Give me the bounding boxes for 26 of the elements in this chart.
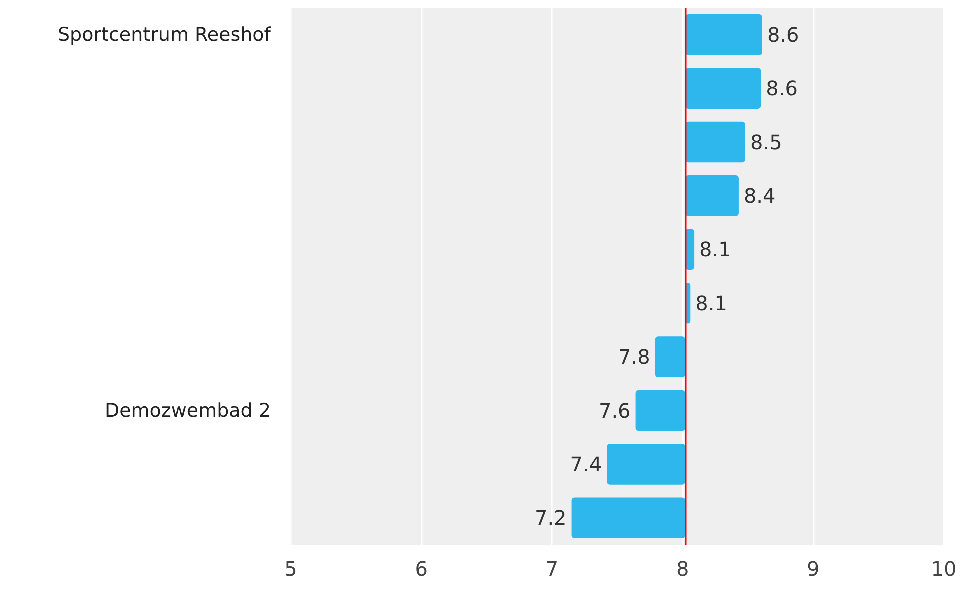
bar: [685, 176, 739, 216]
data-label: 8.6: [767, 22, 800, 47]
x-tick-label: 7: [546, 557, 559, 581]
bar: [655, 336, 686, 378]
data-label: 8.5: [750, 130, 782, 154]
x-tick-label: 9: [807, 557, 820, 581]
data-label: 7.4: [570, 452, 602, 476]
x-tick-label: 6: [415, 557, 428, 581]
data-label: 7.2: [534, 506, 567, 530]
y-tick-label: Sportcentrum Reeshof: [58, 24, 272, 46]
y-tick-label: Demozwembad 2: [104, 400, 271, 422]
bar: [685, 14, 762, 56]
bar: [685, 122, 746, 163]
x-tick-label: 5: [284, 557, 298, 581]
x-tick-label: 8: [676, 557, 690, 581]
bar: [685, 68, 762, 109]
data-label: 8.6: [766, 76, 798, 101]
data-label: 8.1: [696, 291, 728, 316]
data-label: 7.8: [618, 345, 650, 370]
bar: [607, 444, 686, 485]
bar: [572, 498, 686, 539]
data-label: 8.4: [744, 184, 776, 208]
data-label: 8.1: [700, 238, 732, 262]
bar: [636, 390, 686, 432]
x-tick-label: 10: [931, 557, 957, 581]
data-label: 7.6: [598, 398, 631, 423]
